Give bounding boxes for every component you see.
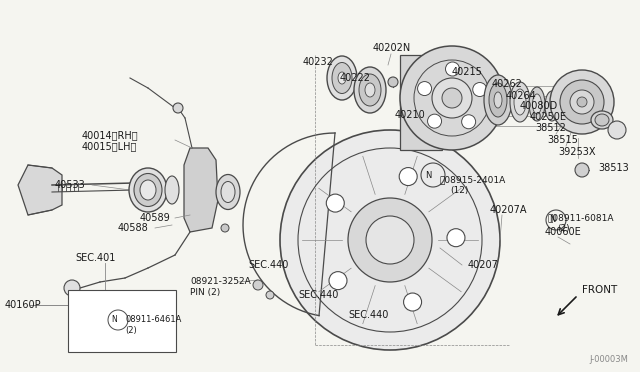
Text: 40207A: 40207A [490, 205, 527, 215]
Circle shape [329, 272, 347, 290]
Ellipse shape [338, 72, 346, 84]
Bar [400, 55, 442, 150]
Text: 40015〈LH〉: 40015〈LH〉 [82, 141, 138, 151]
Text: N: N [425, 170, 431, 180]
Text: (12): (12) [450, 186, 468, 195]
Ellipse shape [595, 114, 609, 126]
Circle shape [64, 280, 80, 296]
Circle shape [447, 229, 465, 247]
Circle shape [473, 83, 487, 96]
Text: 40207: 40207 [468, 260, 499, 270]
Circle shape [399, 167, 417, 186]
Text: (2): (2) [557, 224, 570, 232]
Ellipse shape [216, 174, 240, 209]
Text: 08911-6461A: 08911-6461A [125, 315, 181, 324]
Circle shape [417, 81, 431, 96]
Ellipse shape [591, 111, 613, 129]
Text: SEC.440: SEC.440 [298, 290, 339, 300]
Text: N: N [111, 315, 117, 324]
Ellipse shape [165, 176, 179, 204]
Circle shape [445, 62, 460, 76]
Text: 40014〈RH〉: 40014〈RH〉 [82, 130, 139, 140]
Circle shape [575, 163, 589, 177]
Text: PIN (2): PIN (2) [190, 288, 220, 296]
Text: 40589: 40589 [140, 213, 171, 223]
Text: 40210: 40210 [395, 110, 426, 120]
Circle shape [348, 198, 432, 282]
Text: (2): (2) [125, 326, 137, 334]
Circle shape [326, 194, 344, 212]
Circle shape [577, 97, 587, 107]
Ellipse shape [529, 87, 545, 121]
Text: 38515: 38515 [547, 135, 578, 145]
Text: 40264: 40264 [506, 91, 537, 101]
Circle shape [608, 121, 626, 139]
Text: 40060E: 40060E [545, 227, 582, 237]
Ellipse shape [545, 91, 559, 121]
Ellipse shape [484, 75, 512, 125]
Circle shape [560, 80, 604, 124]
Ellipse shape [129, 168, 167, 212]
Circle shape [432, 78, 472, 118]
Text: 39253X: 39253X [558, 147, 595, 157]
Ellipse shape [140, 180, 156, 200]
Text: 08921-3252A: 08921-3252A [190, 278, 251, 286]
Circle shape [266, 291, 274, 299]
Text: SEC.440: SEC.440 [248, 260, 289, 270]
Text: 40262: 40262 [492, 79, 523, 89]
Ellipse shape [494, 92, 502, 108]
Ellipse shape [359, 74, 381, 106]
Circle shape [404, 293, 422, 311]
Text: 38512: 38512 [535, 123, 566, 133]
Bar [68, 290, 176, 352]
Circle shape [461, 115, 476, 129]
Text: 40533: 40533 [55, 180, 86, 190]
Circle shape [388, 77, 398, 87]
Polygon shape [18, 165, 62, 215]
Text: 38513: 38513 [598, 163, 628, 173]
Text: 40250E: 40250E [530, 112, 567, 122]
Circle shape [428, 114, 442, 128]
Text: SEC.401: SEC.401 [75, 253, 115, 263]
Polygon shape [184, 148, 218, 232]
Circle shape [366, 216, 414, 264]
Circle shape [221, 224, 229, 232]
Ellipse shape [332, 62, 352, 93]
Text: 40160P: 40160P [5, 300, 42, 310]
Text: 40232: 40232 [303, 57, 334, 67]
Ellipse shape [354, 67, 386, 113]
Circle shape [280, 130, 500, 350]
Ellipse shape [514, 89, 526, 115]
Text: 40202N: 40202N [373, 43, 412, 53]
Circle shape [442, 88, 462, 108]
Text: 40080D: 40080D [520, 101, 558, 111]
Ellipse shape [365, 83, 375, 97]
Ellipse shape [532, 94, 541, 114]
Circle shape [550, 70, 614, 134]
Text: ⓝ08911-6081A: ⓝ08911-6081A [547, 214, 614, 222]
Ellipse shape [221, 182, 235, 202]
Text: 40222: 40222 [340, 73, 371, 83]
Ellipse shape [489, 83, 507, 117]
Text: 40588: 40588 [118, 223, 148, 233]
Text: J-00003M: J-00003M [589, 356, 628, 365]
Text: ⓝ08915-2401A: ⓝ08915-2401A [440, 176, 506, 185]
Ellipse shape [173, 103, 183, 113]
Ellipse shape [558, 95, 570, 121]
Text: SEC.440: SEC.440 [348, 310, 388, 320]
Circle shape [253, 280, 263, 290]
Ellipse shape [510, 82, 530, 122]
Text: 40215: 40215 [452, 67, 483, 77]
Text: FRONT: FRONT [582, 285, 617, 295]
Ellipse shape [327, 56, 357, 100]
Ellipse shape [134, 173, 162, 206]
Text: N: N [549, 215, 555, 224]
Circle shape [400, 46, 504, 150]
Circle shape [570, 90, 594, 114]
